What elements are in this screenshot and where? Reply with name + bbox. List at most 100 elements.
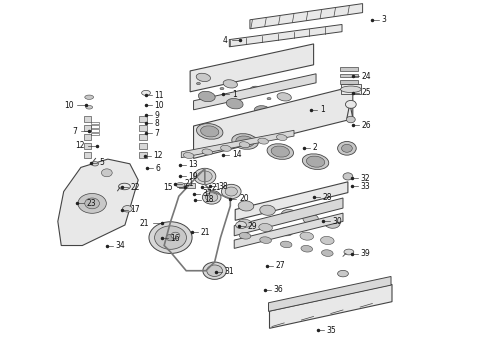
Text: 16: 16	[171, 234, 180, 243]
Ellipse shape	[149, 222, 192, 253]
Ellipse shape	[344, 249, 354, 255]
Ellipse shape	[196, 123, 223, 139]
Text: 20: 20	[239, 194, 249, 203]
Ellipse shape	[320, 237, 334, 244]
Polygon shape	[194, 86, 353, 158]
Ellipse shape	[194, 168, 216, 185]
Ellipse shape	[171, 232, 180, 239]
Bar	[340, 67, 358, 71]
Bar	[83, 125, 91, 131]
Ellipse shape	[220, 145, 231, 151]
Ellipse shape	[239, 233, 251, 239]
Text: 8: 8	[154, 119, 159, 128]
Text: 1: 1	[232, 90, 237, 99]
Text: 30: 30	[332, 217, 342, 226]
Ellipse shape	[276, 135, 287, 140]
Polygon shape	[234, 213, 343, 248]
Bar	[91, 132, 99, 135]
Ellipse shape	[306, 156, 325, 167]
Text: 24: 24	[362, 72, 371, 81]
Ellipse shape	[341, 86, 361, 93]
Ellipse shape	[183, 153, 194, 158]
Ellipse shape	[301, 246, 313, 252]
Ellipse shape	[220, 87, 224, 90]
Polygon shape	[58, 159, 138, 246]
Ellipse shape	[321, 250, 333, 256]
Polygon shape	[235, 182, 348, 220]
Ellipse shape	[324, 218, 340, 228]
Ellipse shape	[302, 154, 329, 170]
Ellipse shape	[207, 265, 222, 276]
Bar	[91, 126, 99, 128]
Ellipse shape	[282, 113, 299, 123]
Polygon shape	[270, 284, 392, 328]
Bar	[139, 134, 147, 140]
Ellipse shape	[238, 201, 254, 211]
Bar	[83, 134, 91, 140]
Text: 7: 7	[154, 129, 159, 138]
Ellipse shape	[260, 237, 271, 243]
Ellipse shape	[202, 190, 221, 204]
Ellipse shape	[202, 149, 213, 155]
Ellipse shape	[300, 232, 314, 240]
Text: 5: 5	[99, 158, 104, 167]
Ellipse shape	[198, 91, 215, 102]
Text: 18: 18	[204, 195, 213, 204]
Text: 21: 21	[184, 179, 194, 188]
Ellipse shape	[238, 219, 252, 227]
Text: 29: 29	[248, 222, 258, 231]
Polygon shape	[190, 44, 314, 92]
Text: 9: 9	[154, 111, 159, 120]
Ellipse shape	[85, 198, 99, 209]
Ellipse shape	[346, 116, 355, 123]
Text: 13: 13	[189, 160, 198, 169]
Ellipse shape	[197, 171, 212, 182]
Text: 26: 26	[362, 121, 371, 130]
Text: 14: 14	[232, 150, 242, 159]
Text: 28: 28	[322, 193, 332, 202]
Ellipse shape	[206, 193, 218, 202]
Text: 10: 10	[154, 101, 164, 110]
Ellipse shape	[258, 138, 269, 144]
Text: 6: 6	[156, 164, 161, 173]
Polygon shape	[229, 24, 342, 47]
Bar	[91, 122, 99, 124]
Ellipse shape	[119, 183, 130, 190]
Ellipse shape	[85, 95, 94, 99]
Ellipse shape	[223, 80, 238, 88]
Text: 34: 34	[116, 241, 125, 250]
Text: 12: 12	[75, 141, 84, 150]
Text: 35: 35	[326, 326, 336, 335]
Text: 2: 2	[313, 143, 318, 152]
Ellipse shape	[259, 224, 272, 231]
Ellipse shape	[232, 134, 258, 149]
Polygon shape	[269, 276, 391, 311]
Ellipse shape	[78, 194, 106, 213]
Ellipse shape	[221, 184, 241, 199]
Bar	[91, 129, 99, 132]
Bar	[341, 84, 361, 94]
Text: 4: 4	[223, 36, 228, 45]
Text: 1: 1	[320, 105, 325, 114]
Text: 36: 36	[273, 285, 283, 294]
Text: 27: 27	[276, 261, 286, 270]
Ellipse shape	[225, 187, 237, 196]
Bar	[139, 143, 147, 149]
Text: 38: 38	[219, 182, 228, 191]
Bar	[83, 152, 91, 158]
Ellipse shape	[244, 93, 247, 95]
Bar	[139, 125, 147, 131]
Polygon shape	[250, 4, 363, 29]
Ellipse shape	[236, 136, 254, 147]
Bar	[83, 143, 91, 149]
Ellipse shape	[200, 126, 219, 137]
Ellipse shape	[239, 142, 250, 148]
Text: 10: 10	[64, 101, 74, 110]
Text: 33: 33	[361, 182, 370, 191]
Bar	[340, 80, 358, 84]
Polygon shape	[181, 130, 294, 158]
Ellipse shape	[86, 105, 93, 109]
Ellipse shape	[250, 86, 265, 95]
Ellipse shape	[92, 162, 98, 166]
Ellipse shape	[122, 206, 132, 212]
